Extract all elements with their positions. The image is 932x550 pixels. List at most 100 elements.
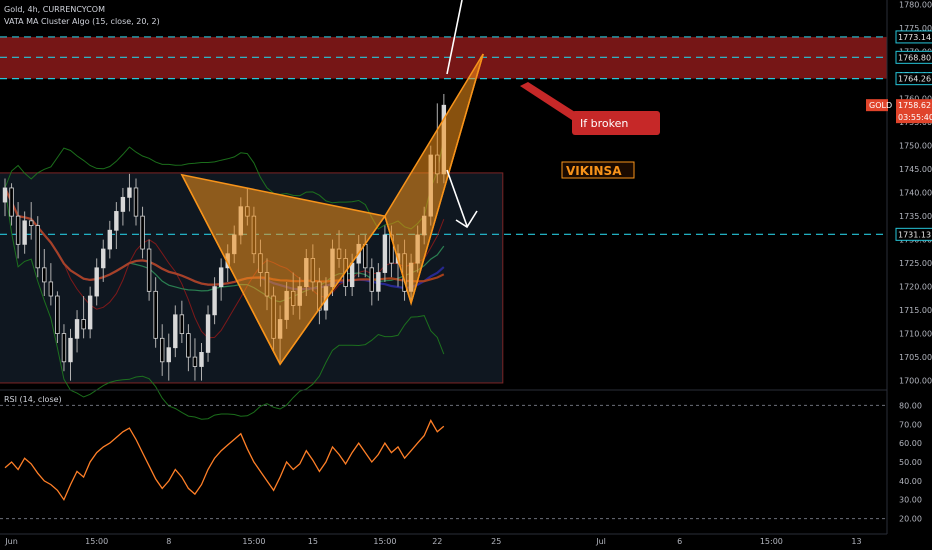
price-tick-1750: 1750.00: [899, 142, 932, 151]
indicator-legend[interactable]: VATA MA Cluster Algo (15, close, 20, 2): [4, 16, 160, 27]
candle-body-55[interactable]: [363, 243, 368, 269]
zones-layer: [0, 36, 887, 384]
candle-body-22[interactable]: [146, 248, 152, 292]
candle-body-19[interactable]: [127, 187, 132, 198]
rsi-legend[interactable]: RSI (14, close): [4, 394, 62, 405]
pattern-legs[interactable]: [181, 53, 484, 366]
price-tick-1775: 1775.00: [899, 24, 932, 33]
last-price-tag[interactable]: [896, 99, 932, 124]
price-tick-1700: 1700.00: [899, 377, 932, 386]
candle-body-4[interactable]: [28, 220, 34, 226]
level-tag-0[interactable]: [895, 30, 932, 44]
level-tag-text-1: 1768.80: [898, 53, 931, 62]
candle-body-12[interactable]: [81, 319, 86, 330]
candle-body-20[interactable]: [133, 187, 139, 217]
time-tick-11: 6: [677, 537, 682, 546]
candle-body-23[interactable]: [153, 290, 158, 339]
drop-arrow-line[interactable]: [446, 169, 468, 227]
time-tick-12: 15:00: [760, 537, 783, 546]
rsi-tick-20: 20.00: [899, 515, 922, 524]
candle-body-8[interactable]: [55, 295, 60, 335]
rise-arrow-line[interactable]: [446, 0, 463, 75]
callout-pointer: [520, 82, 575, 122]
gold-symbol-tag[interactable]: [866, 99, 888, 112]
callout-text: If broken: [580, 117, 628, 130]
rsi-line[interactable]: [4, 419, 445, 502]
candle-body-9[interactable]: [61, 333, 67, 363]
rsi-tick-60: 60.00: [899, 439, 922, 448]
candle-body-13[interactable]: [87, 295, 93, 330]
harmonic-pattern-layer[interactable]: [180, 53, 484, 366]
candle-body-0[interactable]: [2, 187, 8, 203]
price-tick-1710: 1710.00: [899, 330, 932, 339]
rsi-tick-50: 50.00: [899, 458, 922, 467]
candle-body-56[interactable]: [369, 267, 374, 292]
callout-box[interactable]: [572, 111, 660, 135]
countdown-text: 03:55:40: [898, 113, 932, 122]
candle-body-29[interactable]: [192, 356, 198, 367]
annotations-layer[interactable]: If broken VIKINSA: [446, 0, 660, 229]
rsi-title[interactable]: RSI (14, close): [4, 395, 62, 404]
price-tick-1735: 1735.00: [899, 212, 932, 221]
time-tick-4: 8: [166, 537, 171, 546]
time-tick-6: 15: [308, 537, 318, 546]
candle-body-18[interactable]: [120, 196, 126, 212]
rsi-layer: [0, 389, 887, 520]
time-tick-7: 15:00: [373, 537, 396, 546]
rsi-tick-30: 30.00: [899, 496, 922, 505]
time-tick-8: 22: [432, 537, 442, 546]
candle-body-32[interactable]: [212, 286, 217, 316]
time-tick-10: Jul: [595, 537, 606, 546]
candle-body-3[interactable]: [22, 220, 27, 245]
candle-body-1[interactable]: [9, 187, 14, 217]
candle-body-5[interactable]: [35, 225, 40, 269]
indicator-title[interactable]: VATA MA Cluster Algo (15, close, 20, 2): [4, 17, 160, 26]
candle-body-6[interactable]: [42, 267, 47, 283]
candle-body-15[interactable]: [101, 248, 106, 269]
level-tag-2[interactable]: [895, 72, 932, 86]
candle-body-30[interactable]: [199, 352, 204, 367]
drop-arrow-head[interactable]: [455, 210, 478, 229]
price-tick-1780: 1780.00: [899, 1, 932, 10]
rsi-tick-70: 70.00: [899, 420, 922, 429]
time-tick-3: 15:00: [85, 537, 108, 546]
candle-body-16[interactable]: [107, 229, 112, 250]
level-tag-3[interactable]: [895, 227, 932, 241]
candle-body-2[interactable]: [15, 215, 21, 245]
candle-body-26[interactable]: [173, 314, 178, 349]
gold-symbol-text: GOLD: [869, 101, 892, 110]
rsi-tick-40: 40.00: [899, 477, 922, 486]
watermark-text: VIKINSA: [566, 164, 622, 178]
symbol-legend[interactable]: Gold, 4h, CURRENCYCOM: [4, 4, 105, 15]
time-tick-5: 15:00: [242, 537, 265, 546]
candle-body-27[interactable]: [179, 314, 185, 335]
candle-body-58[interactable]: [382, 234, 388, 273]
level-tag-text-0: 1773.14: [898, 33, 931, 42]
candle-body-28[interactable]: [186, 333, 191, 358]
candle-body-24[interactable]: [159, 337, 165, 363]
band-lower-line: [4, 187, 445, 420]
level-tag-text-3: 1731.13: [898, 230, 931, 239]
level-tag-1[interactable]: [895, 50, 932, 64]
time-tick-2: Jun: [4, 537, 18, 546]
candle-body-33[interactable]: [218, 267, 224, 288]
candle-body-21[interactable]: [140, 215, 145, 250]
time-tick-13: 13: [851, 537, 861, 546]
price-tick-1725: 1725.00: [899, 259, 932, 268]
candle-body-57[interactable]: [376, 272, 381, 292]
candle-body-14[interactable]: [94, 267, 99, 297]
candle-body-17[interactable]: [114, 211, 119, 231]
last-price-text: 1758.62: [898, 101, 931, 110]
price-tick-1745: 1745.00: [899, 165, 932, 174]
candle-body-31[interactable]: [205, 314, 211, 353]
price-tick-1705: 1705.00: [899, 353, 932, 362]
price-tick-1720: 1720.00: [899, 283, 932, 292]
candle-body-53[interactable]: [349, 262, 355, 288]
candle-body-10[interactable]: [68, 337, 73, 363]
symbol-title[interactable]: Gold, 4h, CURRENCYCOM: [4, 5, 106, 14]
candle-body-7[interactable]: [48, 281, 54, 297]
candle-body-11[interactable]: [74, 319, 80, 339]
candle-body-25[interactable]: [166, 347, 171, 363]
